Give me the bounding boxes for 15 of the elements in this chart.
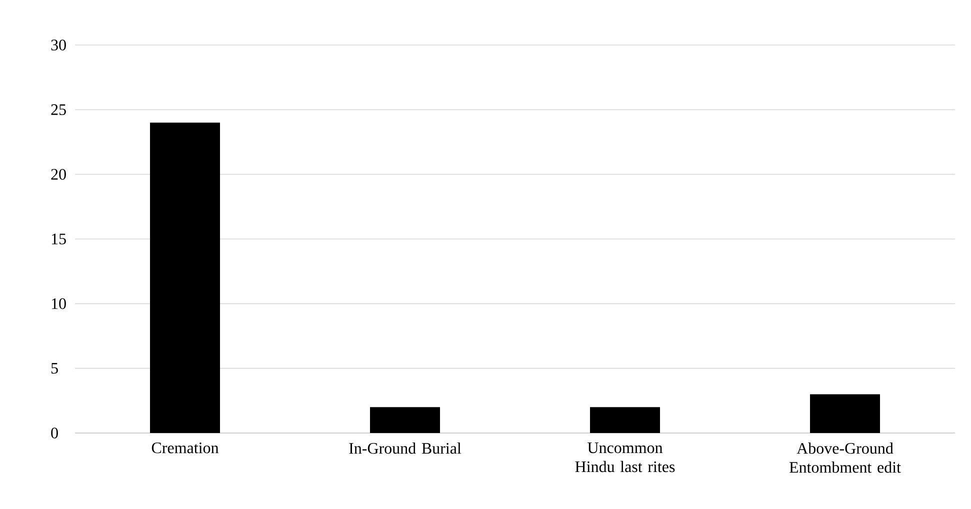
bar — [810, 394, 880, 433]
y-tick-label: 5 — [51, 363, 58, 374]
bar — [590, 407, 660, 433]
bar — [370, 407, 440, 433]
bar — [150, 122, 220, 433]
y-tick-label: 20 — [51, 168, 66, 180]
y-tick-label: 10 — [52, 298, 66, 310]
x-tick-label: Cremation — [152, 442, 219, 454]
y-tick-label: 15 — [52, 234, 66, 244]
x-tick-label: Above-Ground Entombment edit — [789, 442, 901, 473]
y-tick-label: 30 — [51, 40, 66, 50]
y-tick-label: 0 — [51, 428, 58, 438]
x-tick-label: In-Ground Burial — [349, 442, 462, 454]
y-tick-label: 25 — [51, 104, 66, 116]
x-tick-label: Uncommon Hindu last rites — [575, 442, 675, 472]
